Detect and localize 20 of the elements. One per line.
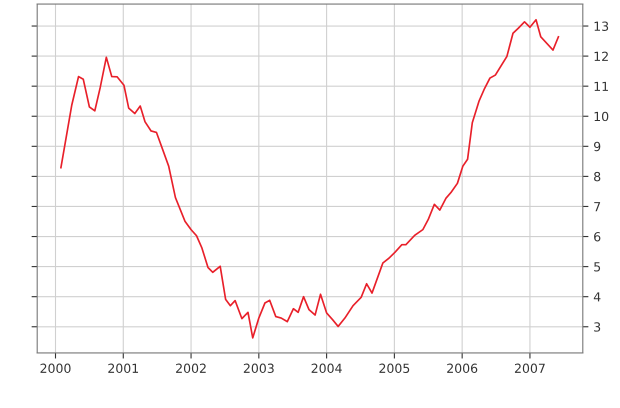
x-tick-label: 2002	[176, 364, 206, 374]
y-tick-label: 7	[594, 202, 600, 212]
y-tick-label: 12	[594, 52, 608, 61]
x-tick-label: 2007	[514, 364, 545, 374]
x-tick-label: 2003	[244, 364, 274, 374]
x-tick-label: 2004	[312, 364, 342, 374]
x-tick-label: 2006	[447, 364, 478, 374]
y-tick-label: 4	[594, 292, 600, 302]
x-tick-label: 2005	[379, 364, 410, 374]
y-tick-label: 9	[594, 142, 600, 152]
y-tick-label: 11	[594, 82, 608, 91]
y-tick-label: 3	[594, 322, 600, 332]
y-tick-label: 8	[594, 172, 600, 182]
x-tick-label: 2000	[40, 364, 71, 374]
y-tick-label: 5	[594, 262, 600, 272]
y-tick-label: 13	[594, 22, 608, 31]
y-tick-label: 6	[594, 232, 600, 242]
line-series	[60, 18, 560, 339]
y-tick-label: 10	[594, 112, 608, 122]
x-tick-label: 2001	[108, 364, 138, 374]
